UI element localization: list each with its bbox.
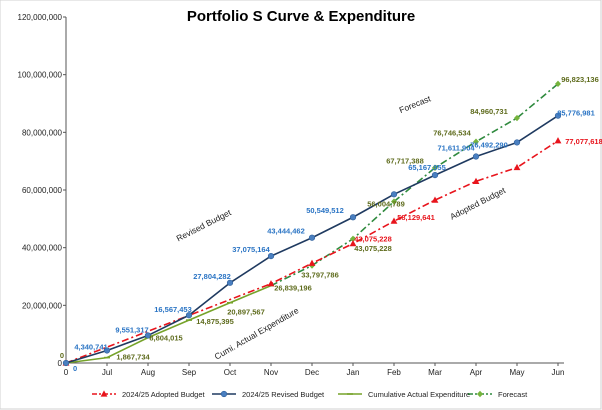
adopted-point (472, 177, 480, 184)
revised-data-label: 50,549,512 (306, 206, 344, 215)
series-layer (62, 80, 562, 367)
adopted-point (308, 259, 316, 266)
actual-data-label: 1,867,734 (116, 353, 150, 362)
x-tick-label: May (509, 368, 524, 377)
forecast-point (432, 164, 438, 171)
revised-point (267, 252, 275, 260)
revised-data-label: 16,567,453 (154, 305, 192, 314)
adopted-data-label: 43,075,228 (354, 235, 392, 244)
forecast-data-label: 67,717,388 (386, 157, 424, 166)
revised-point (390, 191, 398, 198)
revised-legend-label: 2024/25 Revised Budget (242, 390, 325, 399)
revised-data-label: 4,340,741 (74, 342, 107, 351)
forecast-data-label: 96,823,136 (561, 75, 599, 84)
x-tick-label: Mar (428, 368, 442, 377)
forecast-legend-label: Forecast (498, 390, 528, 399)
actual-data-label: 0 (60, 351, 64, 360)
revised-data-label: 85,776,981 (557, 109, 595, 118)
forecast-point (555, 80, 561, 88)
x-tick-label: Oct (224, 368, 237, 377)
x-tick-label: Jan (347, 368, 360, 377)
forecast-point (391, 198, 397, 205)
revised-data-label: 43,444,462 (267, 227, 305, 236)
revised-point (185, 312, 193, 319)
revised-point (62, 359, 70, 367)
actual-data-label: 26,839,196 (274, 284, 312, 293)
adopted-data-label: 58,129,641 (397, 213, 435, 222)
adopted-point (554, 137, 562, 144)
adopted-point (349, 240, 357, 247)
revised-point (308, 234, 316, 241)
actual-data-label: 20,897,567 (227, 308, 265, 317)
revised-point (349, 214, 357, 221)
adopted-series-line (65, 140, 559, 364)
forecast-data-label: 56,004,789 (367, 200, 405, 209)
forecast-data-label: 76,746,534 (433, 129, 471, 138)
revised-data-label: 0 (73, 364, 77, 373)
revised-data-label: 65,167,955 (408, 163, 446, 172)
x-tick-label: Feb (387, 368, 401, 377)
x-tick-label: Jun (552, 368, 565, 377)
data-labels: 43,075,228 58,129,641 77,077,618 4,340,741 9… (60, 75, 602, 373)
revised-data-label: 76,492,290 (470, 140, 508, 149)
y-tick-label: 40,000,000 (22, 244, 63, 253)
y-tick-label: 120,000,000 (18, 13, 63, 22)
adopted-point (390, 217, 398, 224)
revised-point (220, 390, 228, 398)
actual-legend-label: Cumulative Actual Expenditure (368, 390, 470, 399)
forecast-point (350, 235, 356, 242)
x-tick-label: Dec (305, 368, 319, 377)
revised-point (431, 171, 439, 179)
x-tick-label: 0 (64, 368, 69, 377)
revised-point (103, 347, 111, 354)
revised-point (513, 139, 521, 146)
revised-data-label: 27,804,282 (193, 272, 231, 281)
y-tick-label: 20,000,000 (22, 301, 63, 310)
x-tick-label: Aug (141, 368, 155, 377)
adopted-point (431, 196, 439, 203)
y-tick-label: 80,000,000 (22, 128, 63, 137)
revised-point (144, 332, 152, 339)
forecast-point (473, 138, 479, 145)
actual-series-line (65, 284, 272, 364)
y-tick-label: 60,000,000 (22, 186, 63, 195)
adopted-legend-label: 2024/25 Adopted Budget (122, 390, 205, 399)
forecast-point (514, 114, 520, 122)
adopted-point (267, 280, 275, 287)
actual-data-label: 14,875,395 (196, 317, 234, 326)
x-tick-label: Sep (182, 368, 197, 377)
actual-data-label: 8,804,015 (149, 334, 182, 343)
axes: 0 20,000,000 40,000,000 60,000,000 80,000,00… (18, 13, 565, 377)
chart-title: Portfolio S Curve & Expenditure (187, 8, 415, 25)
x-tick-label: Nov (264, 368, 278, 377)
forecast-data-label: 43,075,228 (354, 244, 392, 253)
revised-data-label: 71,611,904 (437, 144, 475, 153)
revised-point (554, 112, 562, 119)
revised-point (226, 279, 234, 286)
adopted-point (513, 163, 521, 171)
x-tick-label: Jul (102, 368, 112, 377)
forecast-data-label: 84,960,731 (470, 107, 508, 116)
y-tick-label: 100,000,000 (18, 71, 63, 80)
adopted-data-label: 77,077,618 (565, 137, 602, 146)
legend: 2024/25 Adopted Budget 2024/25 Revised Bu… (92, 390, 528, 399)
forecast-point (477, 390, 483, 398)
adopted-point (100, 390, 108, 397)
forecast-data-label: 33,797,786 (301, 271, 339, 280)
y-tick-label: 0 (58, 359, 63, 368)
revised-data-label: 37,075,164 (232, 245, 270, 254)
revised-data-label: 9,551,317 (115, 325, 148, 334)
x-tick-label: Apr (470, 368, 483, 377)
revised-point (472, 153, 480, 160)
